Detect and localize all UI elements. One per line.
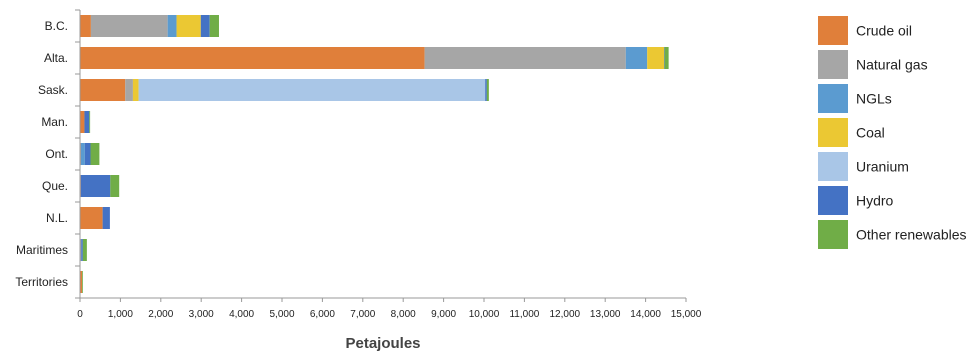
- x-tick-label: 4,000: [229, 309, 254, 320]
- legend-label-ngls: NGLs: [856, 91, 892, 107]
- bar-segment-alta-crude-oil: [80, 47, 425, 69]
- bar-segment-sask-natural-gas: [125, 79, 133, 101]
- bar-segment-territories-crude-oil: [80, 271, 83, 293]
- x-axis-title: Petajoules: [345, 335, 420, 352]
- bar-segment-maritimes-hydro: [81, 239, 83, 261]
- x-tick-label: 5,000: [269, 309, 294, 320]
- legend-swatch-ngls: [818, 84, 848, 113]
- bars-layer: [80, 15, 669, 293]
- legend-label-uranium: Uranium: [856, 159, 909, 175]
- bar-segment-alta-coal: [647, 47, 665, 69]
- bar-segment-man-hydro: [84, 111, 90, 133]
- y-tick-label: Alta.: [44, 51, 68, 65]
- bar-segment-maritimes-other-renewables: [82, 239, 87, 261]
- legend-swatch-crude-oil: [818, 16, 848, 45]
- bar-segment-bc-crude-oil: [80, 15, 91, 37]
- bar-segment-nl-crude-oil: [80, 207, 103, 229]
- y-tick-label: Man.: [41, 115, 68, 129]
- bar-segment-nl-hydro: [102, 207, 110, 229]
- y-tick-label: Sask.: [38, 83, 68, 97]
- y-tick-label: Territories: [15, 275, 68, 289]
- legend-swatch-hydro: [818, 186, 848, 215]
- bar-segment-bc-natural-gas: [90, 15, 168, 37]
- bar-segment-alta-other-renewables: [664, 47, 669, 69]
- bar-segment-bc-hydro: [200, 15, 210, 37]
- bar-segment-sask-uranium: [138, 79, 486, 101]
- x-tick-label: 12,000: [550, 309, 581, 320]
- legend-label-other-renewables: Other renewables: [856, 227, 967, 243]
- bar-segment-territories-other-renewables: [82, 271, 83, 293]
- bar-segment-bc-ngls: [167, 15, 177, 37]
- x-tick-label: 13,000: [590, 309, 621, 320]
- x-tick-label: 6,000: [310, 309, 335, 320]
- x-tick-label: 9,000: [431, 309, 456, 320]
- y-tick-label: Ont.: [45, 147, 68, 161]
- x-tick-label: 15,000: [671, 309, 702, 320]
- x-tick-label: 7,000: [350, 309, 375, 320]
- legend-swatch-coal: [818, 118, 848, 147]
- bar-segment-ont-hydro: [84, 143, 91, 165]
- legend-swatch-uranium: [818, 152, 848, 181]
- bar-segment-ont-ngls: [80, 143, 85, 165]
- x-tick-label: 10,000: [469, 309, 500, 320]
- bar-segment-man-other-renewables: [89, 111, 91, 133]
- x-tick-label: 3,000: [189, 309, 214, 320]
- legend-swatch-other-renewables: [818, 220, 848, 249]
- bar-segment-man-crude-oil: [80, 111, 85, 133]
- y-tick-label: Que.: [42, 179, 68, 193]
- bar-segment-que-hydro: [80, 175, 111, 197]
- legend-label-hydro: Hydro: [856, 193, 894, 209]
- bar-segment-sask-hydro: [485, 79, 487, 101]
- legend-label-natural-gas: Natural gas: [856, 57, 928, 73]
- bar-segment-alta-natural-gas: [424, 47, 626, 69]
- x-tick-label: 11,000: [509, 309, 539, 320]
- legend-label-coal: Coal: [856, 125, 885, 141]
- axes-layer: B.C. Alta. Sask. Man. Ont. Que. N.L. Maritimes T…: [15, 9, 702, 320]
- y-tick-label: Maritimes: [16, 243, 68, 257]
- bar-segment-sask-coal: [132, 79, 139, 101]
- bar-segment-bc-other-renewables: [209, 15, 219, 37]
- bar-segment-sask-other-renewables: [486, 79, 489, 101]
- y-tick-label: B.C.: [45, 19, 68, 33]
- legend-swatch-natural-gas: [818, 50, 848, 79]
- bar-segment-ont-other-renewables: [90, 143, 100, 165]
- bar-segment-sask-crude-oil: [80, 79, 126, 101]
- legend-label-crude-oil: Crude oil: [856, 23, 912, 39]
- x-tick-label: 8,000: [391, 309, 416, 320]
- bar-segment-alta-ngls: [625, 47, 648, 69]
- x-tick-label: 14,000: [630, 309, 661, 320]
- legend: Crude oil Natural gas NGLs Coal Uranium Hydro…: [818, 16, 967, 249]
- y-tick-label: N.L.: [46, 211, 68, 225]
- bar-segment-que-other-renewables: [110, 175, 120, 197]
- x-tick-label: 1,000: [108, 309, 133, 320]
- x-tick-label: 2,000: [148, 309, 173, 320]
- bar-segment-bc-coal: [176, 15, 201, 37]
- bar-segment-maritimes-natural-gas: [80, 239, 82, 261]
- x-tick-label: 0: [77, 309, 83, 320]
- bar-segment-alta-hydro: [664, 47, 665, 69]
